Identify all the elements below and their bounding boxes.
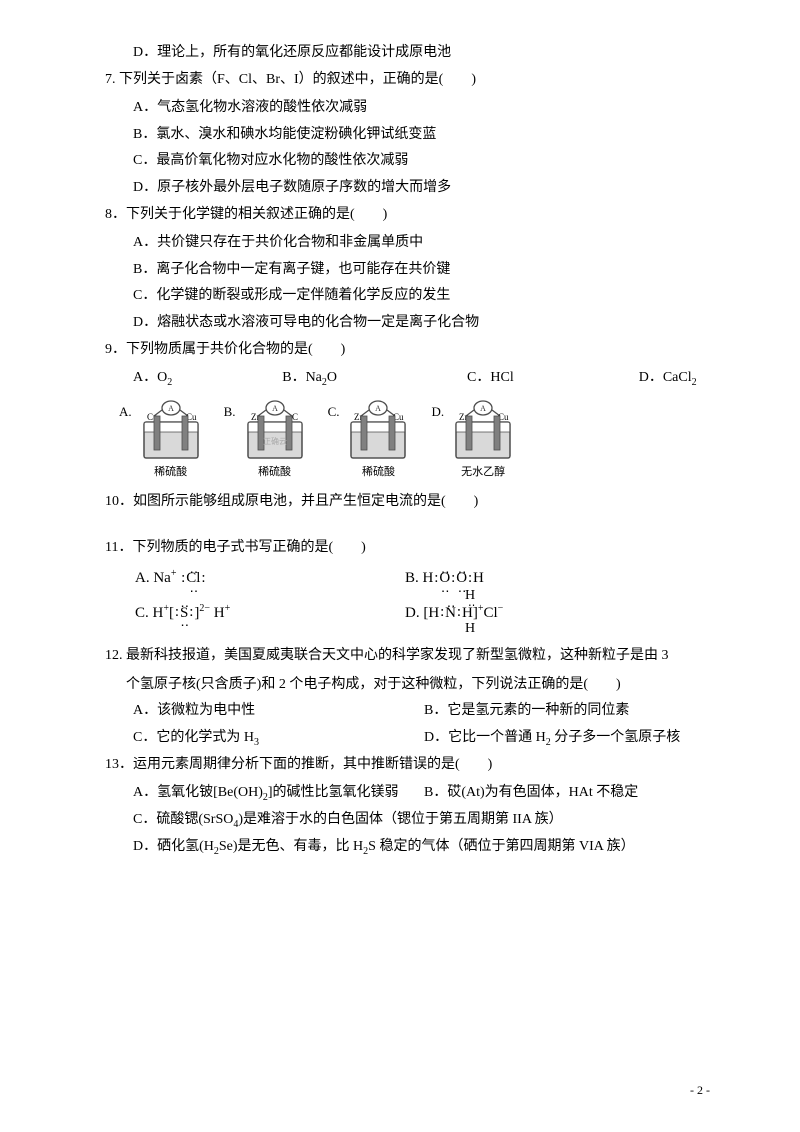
diagram-d-label: D.: [431, 400, 444, 425]
q9-option-a: A．O2: [133, 365, 172, 392]
diagram-d-solution: 无水乙醇: [461, 462, 505, 483]
battery-diagrams: A. A Cu Cu 稀硫酸: [105, 400, 715, 483]
q13-option-c: C．硫酸锶(SrSO4)是难溶于水的白色固体（锶位于第五周期第 IIA 族）: [105, 807, 715, 834]
q11-option-d: H D. [H:N:H]+Cl− H ‥: [405, 595, 503, 632]
q12-option-a: A．该微粒为电中性: [133, 698, 424, 725]
q12-option-b: B．它是氢元素的一种新的同位素: [424, 698, 715, 725]
q6-option-d: D．理论上，所有的氧化还原反应都能设计成原电池: [105, 40, 715, 67]
q8-option-a: A．共价键只存在于共价化合物和非金属单质中: [105, 230, 715, 257]
q11-option-a: A. Na+ :Cl:: [135, 564, 335, 593]
q9-stem: 9．下列物质属于共价化合物的是( ): [105, 337, 715, 364]
diagram-a-label: A.: [119, 400, 132, 425]
diagram-b-label: B.: [224, 400, 236, 425]
q8-option-c: C．化学键的断裂或形成一定伴随着化学反应的发生: [105, 283, 715, 310]
svg-text:A: A: [376, 404, 382, 413]
diagram-d: A Zn Cu 无水乙醇: [448, 400, 518, 483]
q7-option-a: A．气态氢化物水溶液的酸性依次减弱: [105, 95, 715, 122]
diagram-a: A Cu Cu 稀硫酸: [136, 400, 206, 483]
q7-option-c: C．最高价氧化物对应水化物的酸性依次减弱: [105, 148, 715, 175]
q12-option-d: D．它比一个普通 H2 分子多一个氢原子核: [424, 725, 715, 752]
q7-option-d: D．原子核外最外层电子数随原子序数的增大而增多: [105, 175, 715, 202]
q13-stem: 13．运用元素周期律分析下面的推断，其中推断错误的是( ): [105, 752, 715, 779]
diagram-c-solution: 稀硫酸: [362, 462, 395, 483]
q7-stem: 7. 下列关于卤素（F、Cl、Br、I）的叙述中，正确的是( ): [105, 67, 715, 94]
q13-row-ab: A．氢氧化铍[Be(OH)2]的碱性比氢氧化镁弱 B．砹(At)为有色固体，HA…: [105, 780, 715, 807]
q8-stem: 8．下列关于化学键的相关叙述正确的是( ): [105, 202, 715, 229]
q12-option-c: C．它的化学式为 H3: [133, 725, 424, 752]
diagram-b-solution: 稀硫酸: [258, 462, 291, 483]
q9-option-d: D．CaCl2: [639, 365, 697, 392]
q11-row2: C. H+[:S:]2− H+ H D. [H:N:H]+Cl− H ‥: [105, 595, 715, 632]
q12-row-ab: A．该微粒为电中性 B．它是氢元素的一种新的同位素: [105, 698, 715, 725]
q12-row-cd: C．它的化学式为 H3 D．它比一个普通 H2 分子多一个氢原子核: [105, 725, 715, 752]
q10-stem: 10．如图所示能够组成原电池，并且产生恒定电流的是( ): [105, 489, 715, 516]
diagram-c: A Zn Cu 稀硫酸: [343, 400, 413, 483]
beaker-icon: A Zn Cu: [448, 400, 518, 462]
q11-row1: A. Na+ :Cl: B. H:O:O:H: [105, 564, 715, 593]
q8-option-d: D．熔融状态或水溶液可导电的化合物一定是离子化合物: [105, 310, 715, 337]
svg-text:A: A: [480, 404, 486, 413]
svg-text:正确云: 正确云: [263, 436, 287, 446]
beaker-icon: A Zn C 正确云: [240, 400, 310, 462]
diagram-c-label: C.: [328, 400, 340, 425]
q9-option-b: B．Na2O: [282, 365, 337, 392]
q13-option-d: D．硒化氢(H2Se)是无色、有毒，比 H2S 稳定的气体（硒位于第四周期第 V…: [105, 834, 715, 861]
q12-stem-line1: 12. 最新科技报道，美国夏威夷联合天文中心的科学家发现了新型氢微粒，这种新粒子…: [105, 643, 715, 670]
beaker-icon: A Cu Cu: [136, 400, 206, 462]
diagram-a-solution: 稀硫酸: [154, 462, 187, 483]
svg-text:C: C: [292, 412, 298, 422]
q9-option-c: C．HCl: [467, 365, 514, 392]
svg-text:A: A: [272, 404, 278, 413]
q9-options: A．O2 B．Na2O C．HCl D．CaCl2: [105, 365, 715, 392]
diagram-b: A Zn C 正确云 稀硫酸: [240, 400, 310, 483]
q13-option-b: B．砹(At)为有色固体，HAt 不稳定: [424, 780, 715, 807]
page-number: - 2 -: [690, 1079, 710, 1102]
q13-option-a: A．氢氧化铍[Be(OH)2]的碱性比氢氧化镁弱: [133, 780, 424, 807]
beaker-icon: A Zn Cu: [343, 400, 413, 462]
q8-option-b: B．离子化合物中一定有离子键，也可能存在共价键: [105, 257, 715, 284]
q7-option-b: B．氯水、溴水和碘水均能使淀粉碘化钾试纸变蓝: [105, 122, 715, 149]
q12-stem-line2: 个氢原子核(只含质子)和 2 个电子构成，对于这种微粒，下列说法正确的是( ): [105, 672, 715, 699]
q11-option-c: C. H+[:S:]2− H+: [135, 599, 335, 628]
svg-text:A: A: [168, 404, 174, 413]
